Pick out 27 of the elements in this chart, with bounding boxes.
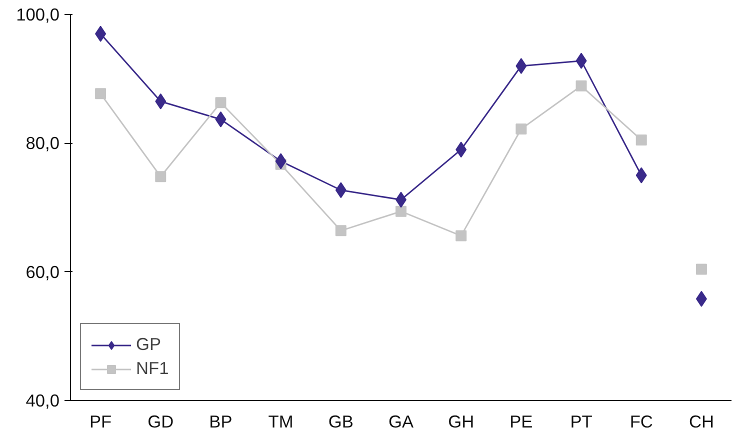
y-tick-label: 80,0: [26, 133, 60, 154]
x-tick-label: PF: [89, 412, 112, 432]
point: [516, 124, 527, 135]
point: [636, 134, 647, 146]
x-tick-label: CH: [688, 412, 714, 432]
point: [95, 88, 106, 100]
x-tick-label: BP: [209, 412, 232, 432]
y-tick-label: 60,0: [26, 262, 60, 282]
point: [155, 171, 166, 182]
legend-label: GP: [136, 334, 162, 355]
point: [396, 206, 406, 217]
y-tick-label: 100,0: [16, 4, 60, 24]
x-tick-label: GB: [328, 412, 354, 432]
point: [456, 230, 467, 242]
point: [576, 80, 587, 92]
point: [215, 97, 226, 108]
x-tick-label: GD: [148, 412, 174, 432]
point: [696, 264, 707, 275]
x-tick-label: GH: [448, 412, 474, 432]
x-tick-label: TM: [268, 412, 294, 432]
point: [335, 225, 346, 236]
legend-label: NF1: [136, 358, 169, 379]
y-tick-label: 40,0: [26, 390, 60, 410]
x-tick-label: FC: [630, 412, 653, 432]
x-tick-label: GA: [388, 412, 414, 432]
x-tick-label: PE: [510, 412, 533, 432]
x-tick-label: PT: [570, 412, 593, 432]
